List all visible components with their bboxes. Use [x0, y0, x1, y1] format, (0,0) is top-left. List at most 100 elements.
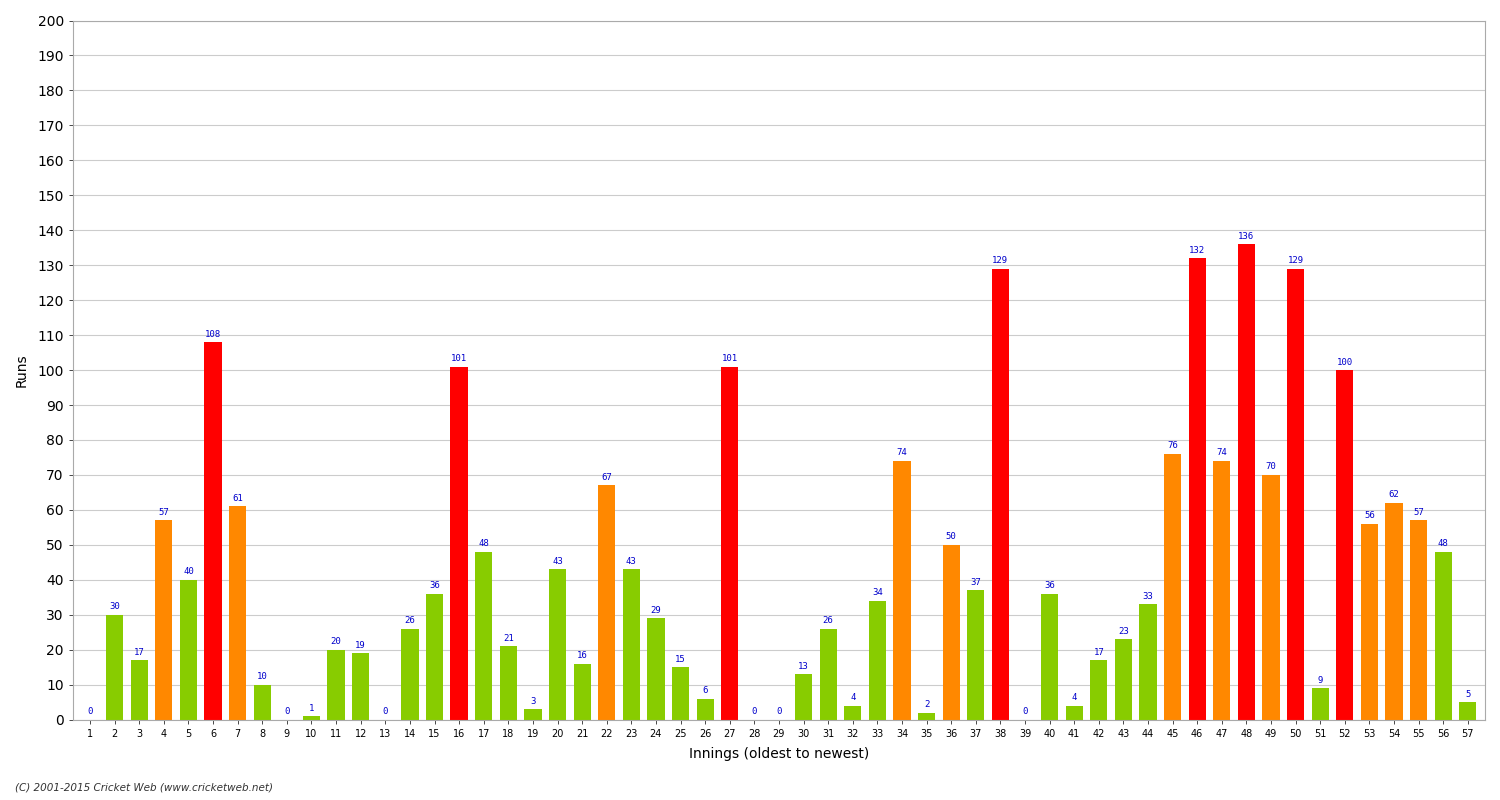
Text: 56: 56 — [1364, 511, 1374, 520]
Bar — [130, 660, 148, 720]
Text: 10: 10 — [256, 672, 267, 681]
Bar — [1188, 258, 1206, 720]
Text: 100: 100 — [1336, 358, 1353, 366]
Text: 57: 57 — [159, 508, 170, 517]
Bar — [1360, 524, 1378, 720]
Text: 1: 1 — [309, 704, 314, 713]
Text: 0: 0 — [1023, 707, 1028, 716]
Bar — [1090, 660, 1107, 720]
Text: 101: 101 — [452, 354, 466, 363]
Text: 50: 50 — [946, 532, 957, 542]
Text: 3: 3 — [530, 697, 536, 706]
Text: 61: 61 — [232, 494, 243, 503]
Text: 19: 19 — [356, 641, 366, 650]
Bar — [1386, 503, 1402, 720]
Bar — [1065, 706, 1083, 720]
Text: 0: 0 — [776, 707, 782, 716]
Bar — [1214, 461, 1230, 720]
Text: 29: 29 — [651, 606, 662, 614]
Text: 33: 33 — [1143, 592, 1154, 601]
Bar — [106, 614, 123, 720]
Bar — [402, 629, 418, 720]
Text: 2: 2 — [924, 700, 928, 709]
Text: 108: 108 — [206, 330, 220, 338]
Bar — [1238, 244, 1256, 720]
Bar — [968, 590, 984, 720]
Bar — [918, 713, 934, 720]
Bar — [1263, 475, 1280, 720]
Bar — [1140, 604, 1156, 720]
Bar — [230, 506, 246, 720]
Bar — [992, 269, 1010, 720]
Text: 0: 0 — [284, 707, 290, 716]
Text: 67: 67 — [602, 473, 612, 482]
Bar — [1460, 702, 1476, 720]
Text: 36: 36 — [429, 582, 439, 590]
Bar — [525, 709, 542, 720]
Text: 132: 132 — [1190, 246, 1204, 254]
Text: 13: 13 — [798, 662, 808, 670]
Text: 76: 76 — [1167, 442, 1178, 450]
Bar — [450, 366, 468, 720]
Bar — [894, 461, 910, 720]
Text: 74: 74 — [1216, 449, 1227, 458]
Bar — [352, 654, 369, 720]
Bar — [819, 629, 837, 720]
Text: 17: 17 — [134, 648, 144, 657]
Bar — [573, 664, 591, 720]
Text: 21: 21 — [503, 634, 513, 642]
Bar — [204, 342, 222, 720]
Bar — [1336, 370, 1353, 720]
Text: 16: 16 — [576, 651, 588, 660]
Bar — [303, 716, 320, 720]
Text: 0: 0 — [382, 707, 388, 716]
Text: 0: 0 — [87, 707, 93, 716]
Bar — [598, 486, 615, 720]
Bar — [426, 594, 442, 720]
Text: 136: 136 — [1239, 232, 1254, 241]
Text: 101: 101 — [722, 354, 738, 363]
Bar — [795, 674, 812, 720]
Bar — [156, 520, 172, 720]
Bar — [844, 706, 861, 720]
Bar — [696, 698, 714, 720]
Bar — [1311, 688, 1329, 720]
Text: 20: 20 — [330, 638, 342, 646]
Text: 15: 15 — [675, 654, 686, 664]
Text: 26: 26 — [405, 616, 416, 626]
Text: 17: 17 — [1094, 648, 1104, 657]
Text: 43: 43 — [552, 557, 562, 566]
Text: (C) 2001-2015 Cricket Web (www.cricketweb.net): (C) 2001-2015 Cricket Web (www.cricketwe… — [15, 782, 273, 792]
Text: 129: 129 — [1287, 256, 1304, 265]
Text: 129: 129 — [993, 256, 1008, 265]
Bar — [327, 650, 345, 720]
Bar — [868, 601, 886, 720]
Text: 5: 5 — [1466, 690, 1470, 698]
Text: 48: 48 — [1438, 539, 1449, 548]
Text: 36: 36 — [1044, 582, 1054, 590]
Text: 57: 57 — [1413, 508, 1424, 517]
Text: 30: 30 — [110, 602, 120, 611]
Bar — [942, 545, 960, 720]
Text: 9: 9 — [1317, 676, 1323, 685]
Bar — [180, 580, 196, 720]
Bar — [1410, 520, 1426, 720]
Text: 4: 4 — [850, 693, 855, 702]
Text: 70: 70 — [1266, 462, 1276, 471]
Text: 23: 23 — [1118, 626, 1128, 636]
Bar — [476, 552, 492, 720]
Text: 74: 74 — [897, 449, 908, 458]
Bar — [672, 667, 688, 720]
Text: 62: 62 — [1389, 490, 1400, 499]
Bar — [1434, 552, 1452, 720]
Bar — [622, 570, 640, 720]
Text: 26: 26 — [824, 616, 834, 626]
Bar — [1164, 454, 1180, 720]
Bar — [722, 366, 738, 720]
Bar — [1041, 594, 1058, 720]
Text: 0: 0 — [752, 707, 758, 716]
Bar — [500, 646, 517, 720]
Text: 43: 43 — [626, 557, 636, 566]
Text: 6: 6 — [702, 686, 708, 695]
Text: 40: 40 — [183, 567, 194, 576]
